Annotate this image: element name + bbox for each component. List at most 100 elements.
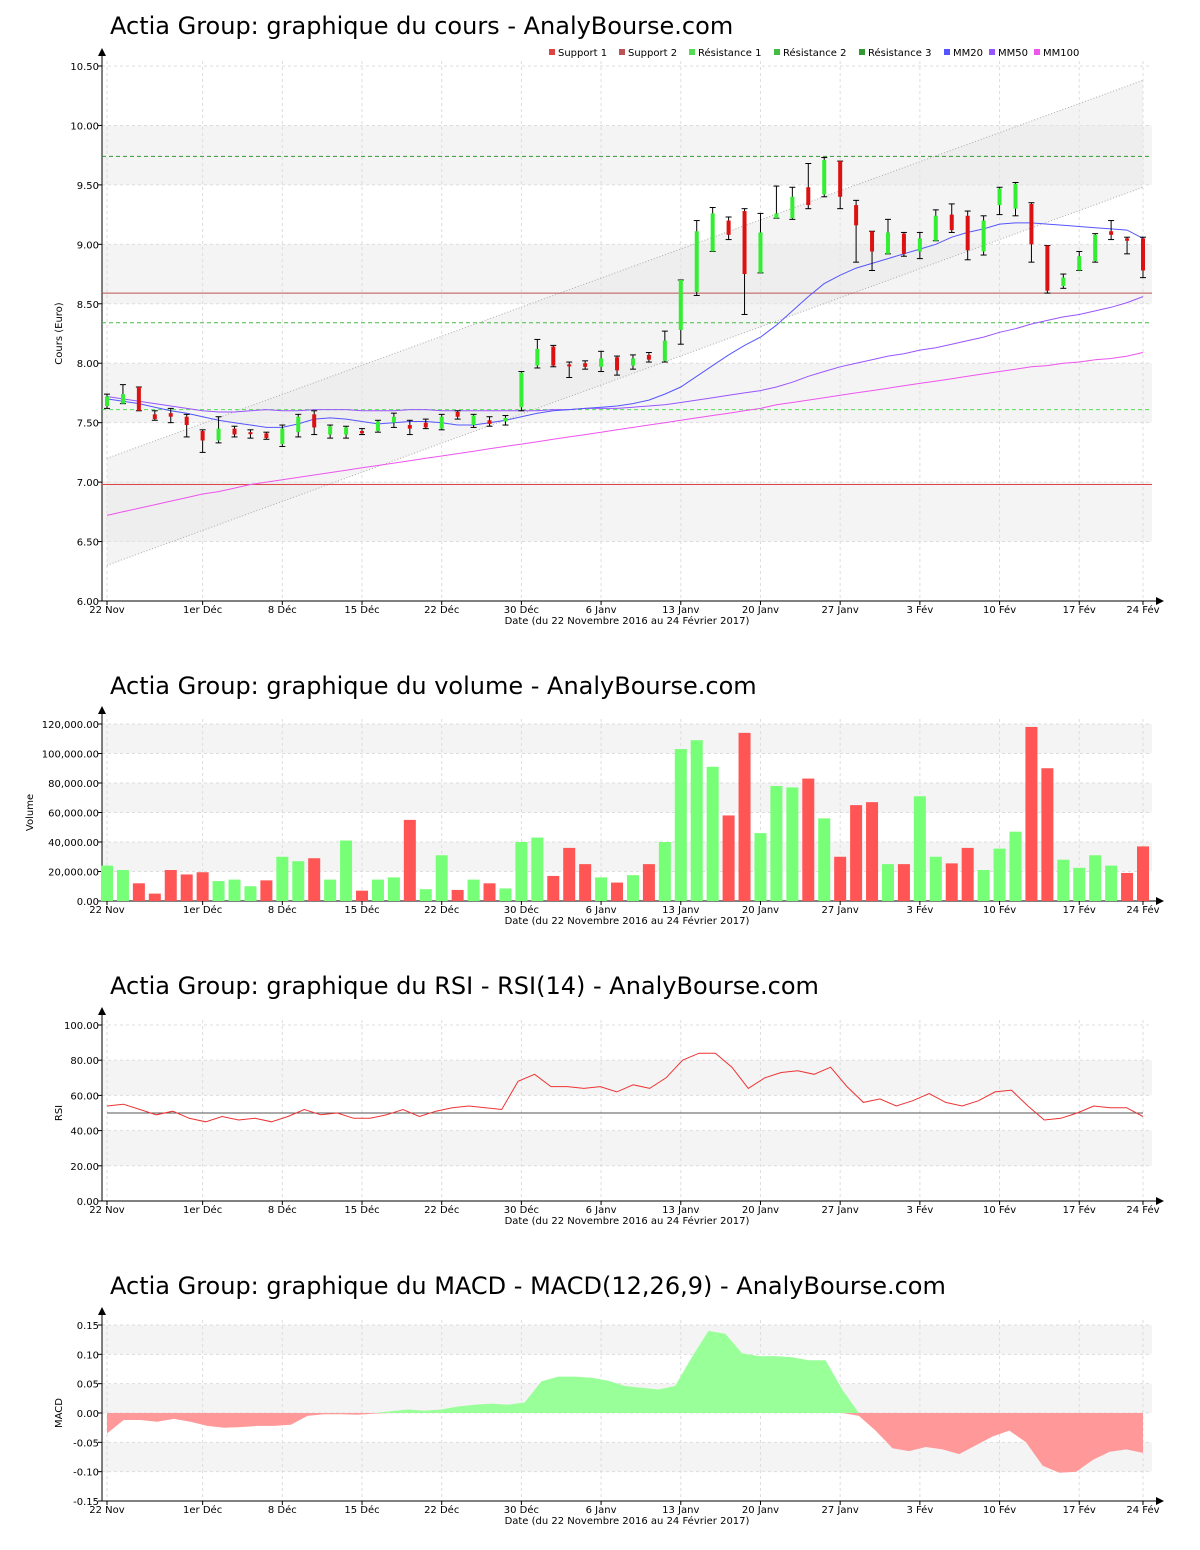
volume-xtick-label: 30 Déc bbox=[504, 904, 539, 916]
rsi-xtick-label: 30 Déc bbox=[504, 1204, 539, 1216]
macd-x-axis-title: Date (du 22 Novembre 2016 au 24 Février … bbox=[505, 1515, 750, 1527]
legend-label: Résistance 3 bbox=[868, 47, 931, 59]
macd-xtick-label: 6 Janv bbox=[586, 1505, 617, 1516]
volume-bar bbox=[1105, 865, 1118, 901]
candle-body bbox=[551, 346, 556, 366]
price-xtick-label: 10 Fév bbox=[983, 604, 1016, 616]
rsi-xtick-label: 10 Fév bbox=[983, 1204, 1016, 1216]
price-candle bbox=[279, 424, 286, 447]
legend-label: MM20 bbox=[953, 48, 983, 59]
price-candle bbox=[789, 186, 796, 220]
volume-bar bbox=[754, 833, 767, 901]
price-x-axis-arrow bbox=[1156, 597, 1164, 605]
volume-bar bbox=[515, 842, 528, 901]
price-band bbox=[102, 244, 1152, 304]
price-candle bbox=[183, 413, 190, 438]
price-candle bbox=[693, 220, 700, 296]
candle-body bbox=[184, 416, 189, 426]
candle-body bbox=[567, 364, 572, 367]
price-candle bbox=[709, 206, 716, 252]
candle-body bbox=[1029, 203, 1034, 245]
macd-xtick-label: 8 Déc bbox=[268, 1504, 297, 1516]
rsi-xtick-label: 13 Janv bbox=[662, 1205, 699, 1216]
candle-body bbox=[806, 187, 811, 206]
candle-body bbox=[455, 411, 460, 417]
rsi-y-axis-arrow bbox=[98, 1007, 106, 1015]
candle-body bbox=[264, 433, 269, 439]
rsi-ytick-label: 100.00 bbox=[64, 1021, 99, 1032]
candle-body bbox=[105, 396, 109, 407]
candle-body bbox=[312, 414, 317, 428]
candle-body bbox=[375, 421, 380, 431]
volume-bar bbox=[1137, 846, 1149, 901]
candle-body bbox=[694, 231, 699, 292]
rsi-ytick-label: 40.00 bbox=[70, 1127, 99, 1138]
price-candle bbox=[518, 371, 525, 412]
price-candle bbox=[263, 431, 270, 440]
price-candle bbox=[629, 354, 636, 370]
price-candle bbox=[677, 279, 684, 345]
volume-x-axis-arrow bbox=[1156, 897, 1164, 905]
rsi-plot: 0.00 20.00 40.00 60.00 80.00 100.00 22 Nov 1er … bbox=[54, 1007, 1164, 1227]
candle-body bbox=[120, 394, 125, 404]
price-xtick-label: 30 Déc bbox=[504, 604, 539, 616]
volume-chart-title: Actia Group: graphique du volume - Analy… bbox=[110, 672, 757, 700]
volume-bar bbox=[674, 749, 687, 901]
volume-bar bbox=[531, 837, 544, 901]
volume-bar bbox=[1089, 855, 1102, 901]
macd-negative-area bbox=[107, 1413, 1143, 1473]
price-candle bbox=[327, 424, 334, 439]
price-candle bbox=[1092, 233, 1099, 263]
volume-bar bbox=[1041, 768, 1054, 901]
volume-bar bbox=[164, 870, 177, 901]
candle-body bbox=[1125, 238, 1130, 241]
volume-xtick-label: 22 Nov bbox=[89, 905, 125, 916]
price-xtick-label: 20 Janv bbox=[742, 605, 779, 616]
price-candle bbox=[550, 344, 557, 368]
price-candle bbox=[295, 413, 302, 438]
price-candle bbox=[725, 216, 732, 241]
macd-xtick-label: 1er Déc bbox=[183, 1504, 222, 1516]
macd-ytick-label: 0.15 bbox=[77, 1321, 99, 1332]
mm100-line bbox=[106, 352, 1144, 516]
price-candle bbox=[454, 410, 461, 420]
macd-y-axis-arrow bbox=[98, 1307, 106, 1315]
candle-body bbox=[854, 205, 859, 226]
volume-bar bbox=[451, 889, 464, 901]
macd-x-axis-arrow bbox=[1156, 1497, 1164, 1505]
volume-bar bbox=[1073, 867, 1086, 901]
volume-band bbox=[102, 724, 1152, 754]
price-band bbox=[102, 125, 1152, 185]
candle-body bbox=[407, 425, 412, 429]
price-xtick-label: 15 Déc bbox=[344, 604, 379, 616]
price-xtick-label: 24 Fév bbox=[1126, 604, 1159, 616]
candle-body bbox=[726, 220, 731, 235]
price-candle bbox=[645, 352, 652, 363]
price-candle bbox=[1124, 236, 1131, 255]
volume-bar bbox=[690, 740, 703, 901]
candle-body bbox=[662, 340, 667, 361]
candle-body bbox=[838, 161, 843, 197]
price-xtick-label: 13 Janv bbox=[662, 605, 699, 616]
volume-xtick-label: 8 Déc bbox=[268, 904, 297, 916]
legend-swatch bbox=[1034, 49, 1040, 55]
price-trend-lower bbox=[106, 186, 1144, 566]
volume-bar bbox=[626, 875, 639, 901]
price-candle bbox=[470, 413, 477, 428]
volume-xtick-label: 1er Déc bbox=[183, 904, 222, 916]
volume-bar bbox=[148, 893, 161, 901]
price-ytick-label: 6.00 bbox=[77, 597, 99, 608]
volume-bar bbox=[945, 863, 958, 901]
price-candle bbox=[566, 361, 573, 378]
macd-xtick-label: 20 Janv bbox=[742, 1505, 779, 1516]
volume-bar bbox=[292, 861, 305, 901]
volume-bar bbox=[483, 883, 496, 901]
volume-xtick-label: 13 Janv bbox=[662, 905, 699, 916]
legend-label: Résistance 1 bbox=[698, 47, 761, 59]
volume-bar bbox=[1121, 872, 1134, 901]
candle-body bbox=[981, 220, 986, 252]
price-xtick-label: 17 Fév bbox=[1063, 604, 1096, 616]
volume-bar bbox=[196, 872, 209, 901]
macd-ytick-label: 0.00 bbox=[77, 1409, 99, 1420]
